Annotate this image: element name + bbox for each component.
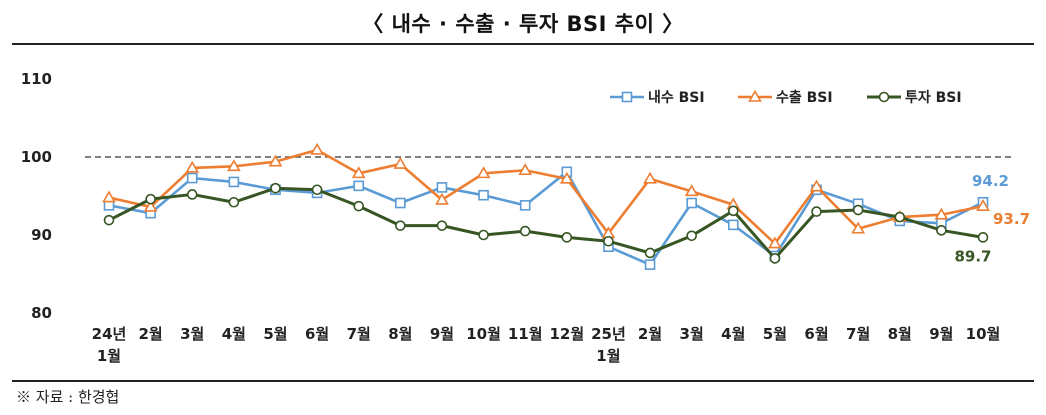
chart-title: 〈 내수 · 수출 · 투자 BSI 추이 〉 (362, 12, 684, 36)
legend-label-investment: 투자 BSI (905, 90, 962, 106)
data-point-export (351, 166, 366, 179)
data-point-domestic (478, 189, 489, 201)
data-point-investment (686, 230, 697, 242)
x-tick-label: 25년 (591, 325, 626, 343)
data-point-domestic (228, 176, 240, 188)
data-point-export (768, 236, 782, 249)
legend-marker-domestic (621, 91, 633, 103)
data-point-export (268, 154, 283, 167)
data-point-investment (353, 200, 365, 212)
data-point-investment (519, 225, 531, 237)
data-point-investment (145, 193, 156, 205)
data-point-investment (727, 205, 739, 217)
y-tick-label: 80 (31, 304, 52, 322)
data-point-investment (936, 225, 947, 236)
data-point-investment (603, 235, 614, 247)
legend-marker-investment (878, 91, 890, 103)
data-point-domestic (644, 259, 656, 270)
data-point-export (435, 192, 449, 205)
data-point-investment (186, 189, 198, 200)
x-tick-label: 10월 (466, 325, 501, 343)
x-tick-label: 7월 (846, 325, 870, 343)
data-point-investment (270, 182, 281, 194)
end-label-export: 93.7 (993, 210, 1030, 228)
series-line-domestic (108, 170, 984, 266)
data-point-investment (228, 196, 240, 208)
data-point-investment (561, 232, 573, 243)
x-tick-label: 1월 (97, 347, 121, 365)
x-tick-label: 1월 (596, 347, 620, 365)
x-tick-label: 3월 (180, 325, 204, 343)
x-tick-label: 12월 (549, 325, 584, 343)
data-point-export (143, 199, 158, 212)
legend-label-domestic: 내수 BSI (648, 90, 705, 106)
data-point-domestic (395, 197, 406, 209)
series-line-export (108, 148, 984, 245)
data-point-domestic (686, 197, 697, 209)
x-tick-label: 3월 (680, 325, 704, 343)
data-point-investment (644, 247, 656, 259)
x-tick-label: 24년 (92, 325, 127, 343)
data-point-investment (478, 229, 489, 241)
x-tick-label: 7월 (347, 325, 371, 343)
data-point-export (518, 163, 533, 176)
data-point-domestic (186, 172, 198, 184)
data-point-investment (852, 204, 864, 216)
x-tick-label: 10월 (966, 325, 1001, 343)
y-tick-label: 110 (21, 70, 52, 88)
data-point-export (310, 142, 324, 155)
x-tick-label: 9월 (929, 325, 953, 343)
data-point-investment (811, 206, 822, 217)
legend-marker-export (748, 89, 762, 102)
data-point-export (476, 166, 491, 179)
top-rule (12, 43, 1034, 45)
x-tick-label: 8월 (388, 325, 412, 343)
data-point-export (643, 171, 657, 184)
data-point-investment (395, 220, 406, 231)
x-tick-label: 2월 (138, 325, 162, 343)
data-point-investment (977, 232, 989, 243)
data-point-investment (894, 211, 906, 223)
data-point-domestic (353, 180, 365, 192)
data-point-export (976, 199, 990, 211)
data-point-investment (436, 220, 448, 231)
data-point-investment (769, 253, 781, 264)
line-chart: 80 90 100 110 24년 1월 2월 3월 4월 5월 6월 7월 8월 9월 10월 11월 12월… (21, 70, 1030, 365)
source-note: ※ 자료 : 한경협 (16, 388, 120, 406)
x-tick-label: 5월 (263, 325, 287, 343)
x-tick-label: 4월 (222, 325, 246, 343)
data-point-investment (103, 214, 115, 226)
data-point-export (393, 156, 408, 169)
data-point-domestic (436, 182, 448, 193)
data-point-investment (311, 184, 323, 196)
series-line-investment (108, 186, 984, 260)
x-tick-label: 2월 (638, 325, 662, 343)
bottom-rule (12, 380, 1034, 382)
legend-label-export: 수출 BSI (776, 89, 833, 106)
data-point-domestic (727, 219, 739, 231)
data-point-export (226, 159, 241, 172)
x-tick-label: 9월 (430, 325, 454, 343)
data-point-export (185, 160, 200, 173)
x-tick-label: 5월 (763, 325, 787, 343)
data-point-export (851, 221, 866, 234)
x-tick-label: 8월 (888, 325, 912, 343)
y-tick-label: 100 (21, 148, 52, 166)
end-label-investment: 89.7 (954, 247, 991, 265)
x-tick-label: 11월 (508, 325, 543, 343)
data-point-export (809, 179, 824, 192)
y-tick-label: 90 (31, 226, 52, 244)
data-point-export (934, 207, 949, 220)
x-tick-label: 4월 (721, 325, 745, 343)
data-point-export (102, 190, 116, 203)
end-label-domestic: 94.2 (972, 172, 1009, 190)
x-tick-label: 6월 (804, 325, 828, 343)
data-point-export (684, 184, 699, 197)
data-point-export (559, 171, 574, 184)
x-tick-label: 6월 (305, 325, 329, 343)
data-point-domestic (519, 200, 531, 211)
